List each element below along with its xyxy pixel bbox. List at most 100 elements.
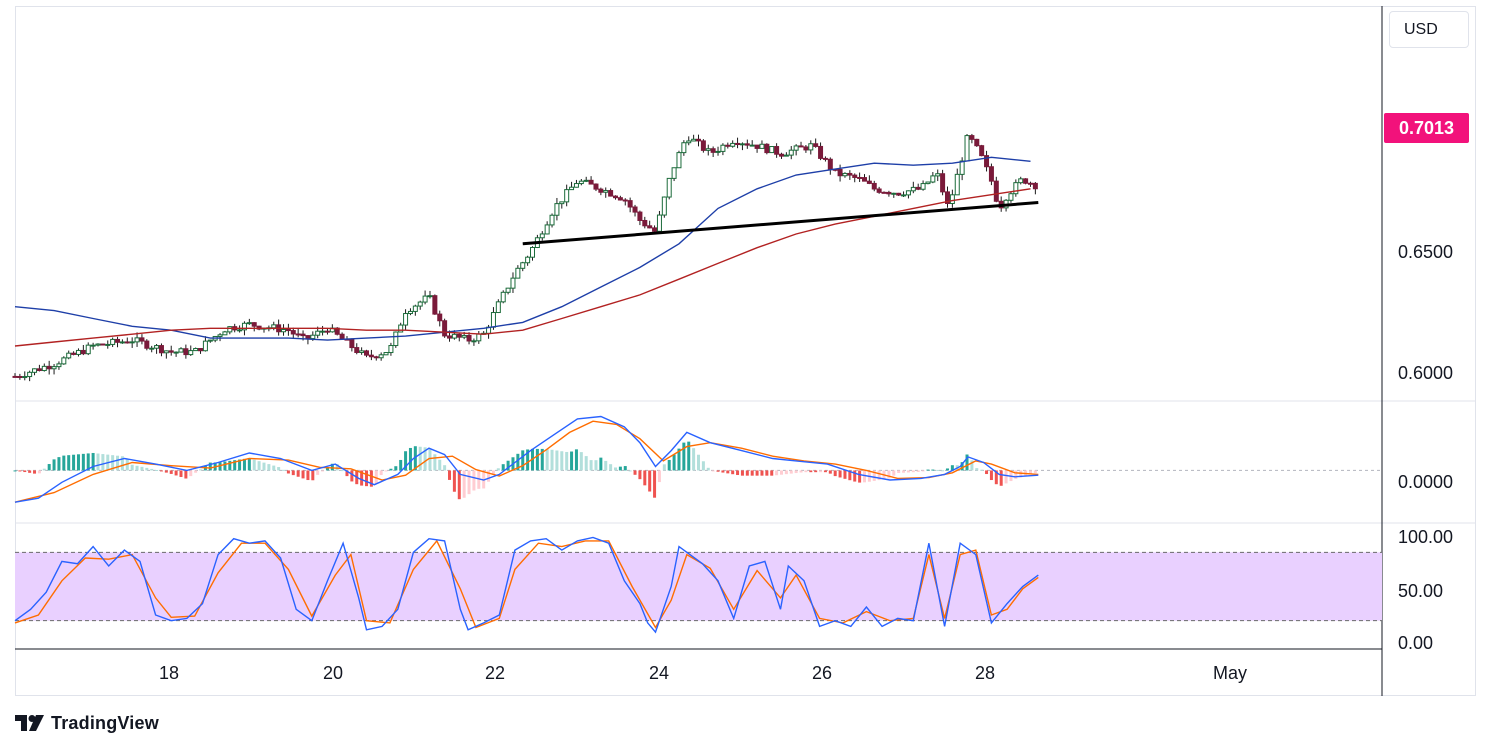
macd-histogram-bar bbox=[365, 470, 369, 487]
macd-histogram-bar bbox=[340, 470, 344, 472]
macd-histogram-bar bbox=[52, 459, 56, 471]
macd-histogram-bar bbox=[13, 470, 17, 472]
time-tick-label: 20 bbox=[323, 663, 343, 683]
macd-histogram-bar bbox=[262, 462, 266, 471]
macd-histogram-bar bbox=[1028, 470, 1032, 475]
candle-body bbox=[954, 173, 960, 196]
candle-body bbox=[359, 350, 365, 353]
candle-body bbox=[842, 172, 848, 177]
macd-histogram-bar bbox=[745, 470, 749, 476]
macd-histogram-bar bbox=[423, 447, 427, 471]
macd-histogram-bar bbox=[277, 467, 281, 471]
candle-body bbox=[383, 352, 389, 356]
macd-histogram-bar bbox=[81, 453, 85, 471]
macd-histogram-bar bbox=[345, 470, 349, 477]
macd-histogram-bar bbox=[814, 470, 818, 473]
macd-histogram-bar bbox=[101, 454, 105, 471]
candle-body bbox=[915, 186, 921, 190]
candle-body bbox=[447, 335, 453, 339]
macd-histogram-bar bbox=[159, 470, 163, 472]
macd-histogram-bar bbox=[164, 470, 168, 473]
macd-histogram-bar bbox=[560, 451, 564, 471]
macd-histogram-bar bbox=[755, 470, 759, 476]
macd-histogram-bar bbox=[760, 470, 764, 476]
macd-histogram-bar bbox=[399, 459, 403, 471]
candle-body bbox=[90, 344, 96, 347]
candle-body bbox=[686, 140, 692, 144]
macd-histogram-bar bbox=[360, 470, 364, 486]
candle-body bbox=[364, 350, 370, 356]
candle-body bbox=[222, 331, 228, 336]
candle-body bbox=[539, 233, 545, 239]
candle-body bbox=[500, 291, 506, 303]
candle-body bbox=[671, 167, 677, 179]
macd-histogram-bar bbox=[750, 470, 754, 476]
candle-body bbox=[676, 152, 682, 169]
moving-average-red-line bbox=[14, 188, 1031, 347]
macd-histogram-bar bbox=[862, 470, 866, 483]
macd-histogram-bar bbox=[311, 470, 315, 481]
macd-histogram-bar bbox=[989, 470, 993, 481]
macd-histogram-bar bbox=[28, 470, 32, 473]
macd-histogram-bar bbox=[428, 448, 432, 471]
candle-body bbox=[564, 189, 570, 203]
macd-histogram-bar bbox=[599, 457, 603, 471]
candle-body bbox=[188, 350, 194, 356]
tradingview-brand[interactable]: TradingView bbox=[15, 710, 159, 736]
candle-body bbox=[593, 183, 599, 190]
candle-body bbox=[80, 349, 86, 355]
macd-histogram-bar bbox=[472, 470, 476, 491]
candle-body bbox=[969, 135, 975, 140]
candle-body bbox=[583, 179, 589, 182]
stoch-band-fill bbox=[15, 552, 1382, 621]
macd-histogram-bar bbox=[682, 442, 686, 471]
macd-histogram-bar bbox=[37, 470, 41, 474]
candle-body bbox=[202, 340, 208, 352]
candle-body bbox=[56, 363, 62, 368]
candle-body bbox=[1018, 178, 1024, 184]
candle-body bbox=[715, 150, 721, 153]
currency-selector[interactable]: USD bbox=[1389, 11, 1469, 48]
candle-body bbox=[510, 277, 516, 289]
macd-histogram-bar bbox=[438, 459, 442, 471]
stoch-d-line bbox=[14, 539, 1039, 629]
candle-body bbox=[246, 322, 252, 325]
macd-histogram-bar bbox=[784, 470, 788, 475]
macd-histogram-bar bbox=[931, 469, 935, 471]
macd-histogram-bar bbox=[125, 459, 129, 471]
macd-histogram-bar bbox=[921, 470, 925, 472]
candle-body bbox=[808, 143, 814, 151]
macd-histogram-bar bbox=[716, 470, 720, 472]
macd-histogram-bar bbox=[604, 460, 608, 471]
macd-signal-line bbox=[14, 420, 1039, 503]
macd-histogram-bar bbox=[916, 470, 920, 472]
macd-histogram-bar bbox=[487, 470, 491, 482]
candle-body bbox=[378, 354, 384, 359]
macd-histogram-bar bbox=[418, 446, 422, 471]
macd-histogram-bar bbox=[633, 470, 637, 475]
macd-histogram-bar bbox=[477, 470, 481, 489]
candle-body bbox=[368, 354, 374, 358]
macd-histogram-bar bbox=[653, 470, 657, 498]
macd-histogram-bar bbox=[33, 470, 37, 474]
candle-body bbox=[764, 143, 770, 154]
macd-histogram-bar bbox=[838, 470, 842, 478]
macd-histogram-bar bbox=[775, 470, 779, 476]
candle-body bbox=[730, 142, 736, 147]
candle-body bbox=[573, 183, 579, 188]
candle-body bbox=[173, 351, 179, 354]
macd-histogram-bar bbox=[648, 470, 652, 492]
macd-histogram-bar bbox=[233, 460, 237, 471]
candle-body bbox=[578, 180, 584, 185]
macd-histogram-bar bbox=[994, 470, 998, 485]
candle-body bbox=[281, 329, 287, 333]
candle-body bbox=[818, 145, 824, 159]
candle-body bbox=[217, 334, 223, 337]
candle-body bbox=[647, 225, 653, 229]
macd-histogram-bar bbox=[506, 460, 510, 471]
stochastic-pane bbox=[14, 536, 1039, 634]
brand-name: TradingView bbox=[51, 712, 159, 733]
macd-histogram-bar bbox=[662, 464, 666, 471]
macd-histogram-bar bbox=[804, 470, 808, 473]
